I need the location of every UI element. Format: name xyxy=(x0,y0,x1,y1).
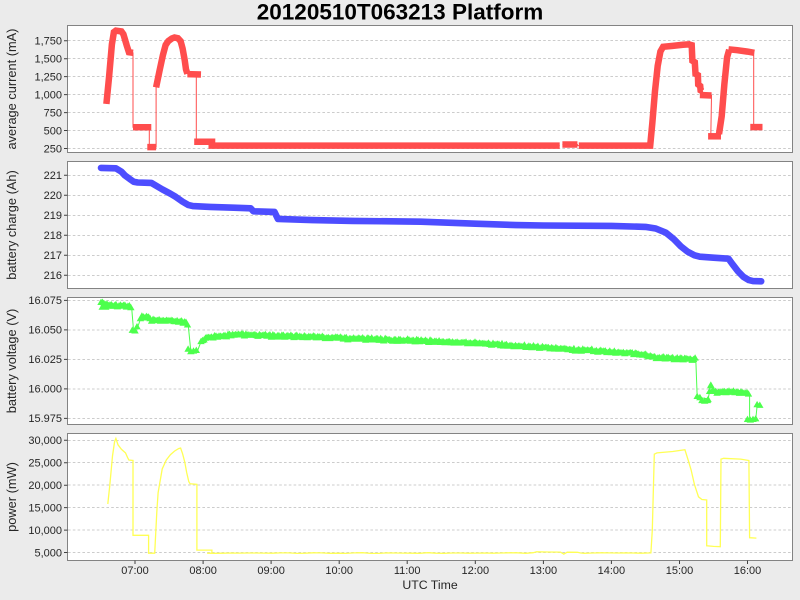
svg-text:11:00: 11:00 xyxy=(394,565,421,577)
svg-text:216: 216 xyxy=(44,270,62,282)
svg-text:15:00: 15:00 xyxy=(666,565,694,577)
svg-text:30,000: 30,000 xyxy=(28,435,62,447)
svg-text:battery voltage (V): battery voltage (V) xyxy=(4,309,19,414)
svg-text:5,000: 5,000 xyxy=(34,547,62,559)
svg-text:10:00: 10:00 xyxy=(325,565,353,577)
svg-text:20,000: 20,000 xyxy=(28,480,62,492)
svg-text:08:00: 08:00 xyxy=(189,565,217,577)
svg-text:09:00: 09:00 xyxy=(257,565,285,577)
svg-text:219: 219 xyxy=(44,210,62,222)
svg-text:221: 221 xyxy=(44,170,62,182)
svg-text:07:00: 07:00 xyxy=(121,565,149,577)
svg-text:16.000: 16.000 xyxy=(28,384,62,396)
svg-text:500: 500 xyxy=(44,125,62,137)
svg-text:15,000: 15,000 xyxy=(28,502,62,514)
svg-text:25,000: 25,000 xyxy=(28,458,62,470)
svg-text:1,750: 1,750 xyxy=(34,36,62,48)
svg-text:220: 220 xyxy=(44,190,62,202)
svg-text:10,000: 10,000 xyxy=(28,525,62,537)
svg-text:13:00: 13:00 xyxy=(530,565,558,577)
svg-text:217: 217 xyxy=(44,250,62,262)
svg-text:16.075: 16.075 xyxy=(28,295,62,307)
svg-text:1,500: 1,500 xyxy=(34,54,62,66)
svg-text:750: 750 xyxy=(44,107,62,119)
svg-text:218: 218 xyxy=(44,230,62,242)
svg-text:12:00: 12:00 xyxy=(462,565,490,577)
svg-text:16.050: 16.050 xyxy=(28,325,62,337)
svg-text:250: 250 xyxy=(44,143,62,155)
svg-text:power (mW): power (mW) xyxy=(4,462,19,532)
svg-text:15.975: 15.975 xyxy=(28,413,62,425)
svg-text:20120510T063213 Platform: 20120510T063213 Platform xyxy=(257,0,543,25)
svg-text:UTC Time: UTC Time xyxy=(402,578,457,592)
svg-text:battery charge (Ah): battery charge (Ah) xyxy=(4,170,19,280)
svg-text:16:00: 16:00 xyxy=(734,565,762,577)
svg-text:1,250: 1,250 xyxy=(34,71,62,83)
svg-text:16.025: 16.025 xyxy=(28,354,62,366)
svg-text:1,000: 1,000 xyxy=(34,89,62,101)
svg-text:14:00: 14:00 xyxy=(598,565,626,577)
svg-text:average current (mA): average current (mA) xyxy=(4,29,19,150)
